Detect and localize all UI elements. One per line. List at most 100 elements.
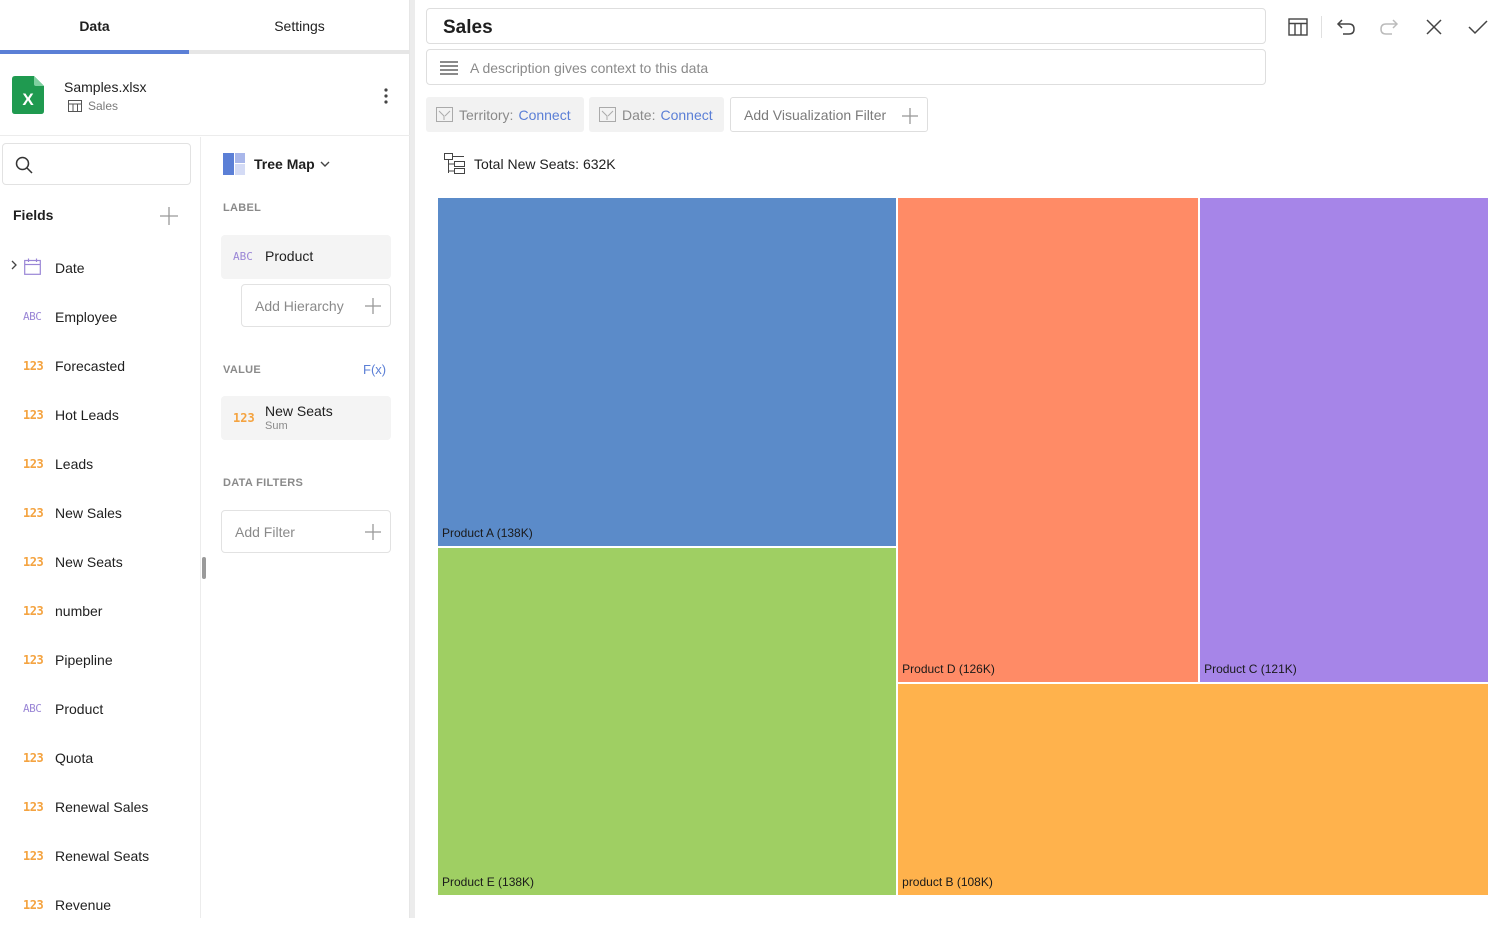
value-section-title: VALUE	[223, 364, 261, 376]
data-panel: Data Settings X Samples.xlsx Sales	[0, 0, 410, 918]
field-name: Revenue	[55, 897, 112, 913]
field-item[interactable]: 123 New Sales	[0, 492, 200, 532]
add-filter-button[interactable]: Add Filter	[221, 510, 391, 553]
field-name: Pipepline	[55, 652, 113, 668]
treemap-tile[interactable]: Product E (138K)	[437, 546, 898, 896]
territory-filter-chip[interactable]: Territory: Connect	[426, 97, 584, 132]
svg-text:X: X	[22, 90, 34, 109]
panel-resize-handle[interactable]	[202, 557, 206, 579]
panel-tabs: Data Settings	[0, 0, 410, 54]
field-search-input[interactable]	[2, 143, 191, 185]
description-placeholder: A description gives context to this data	[470, 60, 709, 76]
value-aggregation: Sum	[265, 420, 288, 432]
field-item[interactable]: 123 New Seats	[0, 541, 200, 581]
viz-type-selector[interactable]: Tree Map	[223, 153, 331, 175]
field-item[interactable]: ABC Product	[0, 688, 200, 728]
field-type-badge: ABC	[23, 310, 42, 323]
undo-icon[interactable]	[1334, 15, 1358, 39]
label-field-name: Product	[265, 248, 314, 264]
fields-heading: Fields	[13, 207, 54, 223]
visualization-title-input[interactable]: Sales	[426, 8, 1266, 44]
treemap-tile[interactable]: Product C (121K)	[1199, 197, 1489, 684]
value-field-pill[interactable]: 123 New Seats Sum	[221, 396, 391, 440]
tab-settings[interactable]: Settings	[274, 18, 325, 34]
treemap-tile-label: Product D (126K)	[902, 662, 995, 677]
filter-connect-link[interactable]: Connect	[660, 106, 713, 123]
redo-icon[interactable]	[1377, 15, 1401, 39]
source-sheet: Sales	[68, 99, 118, 113]
fields-list-panel: Fields Date ABC Employee 123 Forecasted 123 Ho…	[0, 137, 201, 918]
field-name: New Sales	[55, 505, 122, 521]
field-type-badge: 123	[23, 604, 44, 618]
treemap-icon	[223, 153, 245, 175]
field-type-badge: 123	[23, 359, 44, 373]
add-visualization-filter-label: Add Visualization Filter	[744, 107, 887, 123]
chart-total: Total New Seats: 632K	[444, 153, 616, 174]
field-name: Forecasted	[55, 358, 126, 374]
treemap-tile-label: Product E (138K)	[442, 875, 535, 889]
description-lines-icon	[440, 61, 458, 75]
treemap-tile-label: Product C (121K)	[1204, 662, 1297, 677]
formula-button[interactable]: F(x)	[363, 362, 387, 377]
date-filter-chip[interactable]: Date: Connect	[589, 97, 724, 132]
label-field-pill[interactable]: ABC Product	[221, 235, 391, 279]
field-type-badge: 123	[23, 751, 44, 765]
field-item[interactable]: 123 number	[0, 590, 200, 630]
field-type-badge: 123	[23, 555, 44, 569]
field-type-badge: 123	[23, 653, 44, 667]
field-type-badge: ABC	[233, 250, 253, 263]
plus-icon	[365, 524, 381, 540]
search-icon	[15, 156, 33, 174]
field-item[interactable]: ABC Employee	[0, 296, 200, 336]
filter-connect-link[interactable]: Connect	[518, 106, 571, 123]
filter-connect-icon	[436, 107, 453, 122]
panel-divider[interactable]	[410, 0, 415, 918]
filter-key: Territory:	[459, 106, 514, 123]
treemap-tile[interactable]: Product D (126K)	[897, 197, 1200, 684]
field-item[interactable]: 123 Forecasted	[0, 345, 200, 385]
field-name: Employee	[55, 309, 118, 325]
field-type-badge: 123	[23, 408, 44, 422]
add-filter-label: Add Filter	[235, 524, 295, 540]
add-visualization-filter-button[interactable]: Add Visualization Filter	[730, 97, 928, 132]
field-item[interactable]: 123 Quota	[0, 737, 200, 777]
treemap-tile[interactable]: Product A (138K)	[437, 197, 898, 547]
field-item[interactable]: 123 Renewal Seats	[0, 835, 200, 875]
field-name: Renewal Sales	[55, 799, 149, 815]
field-name: New Seats	[55, 554, 123, 570]
field-item[interactable]: 123 Renewal Sales	[0, 786, 200, 826]
treemap-tile[interactable]: product B (108K)	[897, 683, 1489, 896]
add-field-icon[interactable]	[159, 206, 179, 226]
data-source[interactable]: X Samples.xlsx Sales	[0, 54, 410, 136]
table-view-icon[interactable]	[1286, 15, 1310, 39]
field-type-badge: 123	[23, 849, 44, 863]
field-name: Date	[55, 260, 85, 276]
checkmark-icon[interactable]	[1466, 15, 1490, 39]
field-item[interactable]: Date	[0, 247, 200, 287]
chevron-right-icon[interactable]	[9, 259, 19, 271]
viz-type-label: Tree Map	[254, 156, 315, 172]
description-input[interactable]: A description gives context to this data	[426, 49, 1266, 85]
hierarchy-icon	[444, 153, 465, 174]
label-section-title: LABEL	[223, 202, 262, 214]
filter-key: Date:	[622, 106, 656, 123]
active-tab-indicator	[0, 50, 189, 54]
field-name: Product	[55, 701, 104, 717]
tab-data[interactable]: Data	[79, 18, 110, 34]
close-icon[interactable]	[1422, 15, 1446, 39]
calendar-icon	[24, 258, 41, 275]
field-item[interactable]: 123 Revenue	[0, 884, 200, 924]
excel-icon: X	[12, 76, 44, 114]
more-options-icon[interactable]	[376, 84, 396, 108]
field-type-badge: 123	[23, 457, 44, 471]
field-item[interactable]: 123 Pipepline	[0, 639, 200, 679]
field-type-badge: 123	[23, 506, 44, 520]
data-filters-section-title: DATA FILTERS	[223, 477, 304, 489]
source-sheet-name: Sales	[88, 99, 119, 113]
field-item[interactable]: 123 Leads	[0, 443, 200, 483]
field-name: number	[55, 603, 103, 619]
add-hierarchy-button[interactable]: Add Hierarchy	[241, 284, 391, 327]
chart-total-label: Total New Seats: 632K	[474, 155, 616, 172]
field-item[interactable]: 123 Hot Leads	[0, 394, 200, 434]
